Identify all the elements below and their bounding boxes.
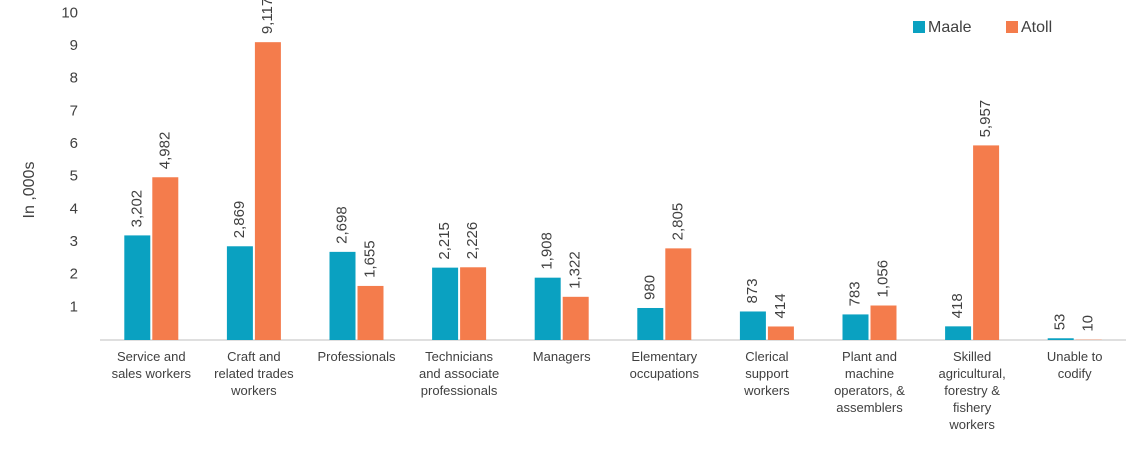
bar [767,326,794,340]
x-tick-label: Craft and related trades workers [214,349,294,398]
value-label: 1,322 [567,251,584,289]
bar [945,326,972,340]
value-label: 1,908 [539,232,556,270]
bar [152,177,179,340]
bar [432,267,459,340]
value-label: 980 [641,275,658,300]
bar [357,285,384,340]
bar [870,305,897,340]
value-label: 418 [949,293,966,318]
value-label: 414 [772,293,789,318]
y-tick-label: 7 [70,102,78,119]
x-tick-label: Clerical support workers [743,349,790,398]
y-tick-label: 3 [70,233,78,250]
y-tick-label: 9 [70,37,78,54]
value-label: 2,805 [669,203,686,241]
bar [124,235,151,340]
y-tick-label: 6 [70,135,78,152]
y-tick-label: 4 [70,200,78,217]
y-tick-label: 1 [70,298,78,315]
x-tick-label: Professionals [317,349,396,364]
y-axis-label: In ,000s [21,162,38,219]
value-label: 3,202 [128,190,145,228]
value-label: 783 [846,281,863,306]
value-label: 2,869 [231,201,248,239]
value-label: 53 [1052,314,1069,331]
bar [973,145,1000,340]
x-tick-label: Unable to codify [1047,349,1103,381]
bar [842,314,869,340]
y-tick-label: 2 [70,266,78,283]
y-tick-label: 8 [70,70,78,87]
x-tick-label: Managers [533,349,591,364]
x-tick-label: Technicians and associate professionals [419,349,499,398]
bar [534,277,561,340]
value-label: 5,957 [977,100,994,138]
bar [562,296,589,340]
value-label: 1,056 [874,260,891,298]
y-tick-label: 10 [61,4,78,21]
value-label: 2,215 [436,222,453,260]
value-label: 873 [744,278,761,303]
value-label: 2,698 [333,206,350,244]
bar [329,251,356,340]
bar [460,267,487,340]
bar [637,307,664,340]
legend-label: Atoll [1021,19,1052,36]
bar [254,42,281,341]
x-tick-label: Skilled agricultural, forestry & fishery wor… [938,349,1005,432]
value-label: 2,226 [464,222,481,260]
bar [665,248,692,340]
legend-label: Maale [928,19,972,36]
bar [1047,338,1074,340]
x-tick-label: Plant and machine operators, & assemblers [834,349,905,415]
bar [226,246,253,340]
legend-swatch [913,21,925,33]
value-label: 4,982 [156,132,173,170]
y-tick-label: 5 [70,168,78,185]
x-tick-label: Service and sales workers [112,349,192,381]
value-label: 1,655 [361,240,378,278]
value-label: 10 [1080,315,1097,332]
legend-swatch [1006,21,1018,33]
bar [739,311,766,340]
x-tick-label: Elementary occupations [630,349,700,381]
value-label: 9,117 [259,0,276,34]
